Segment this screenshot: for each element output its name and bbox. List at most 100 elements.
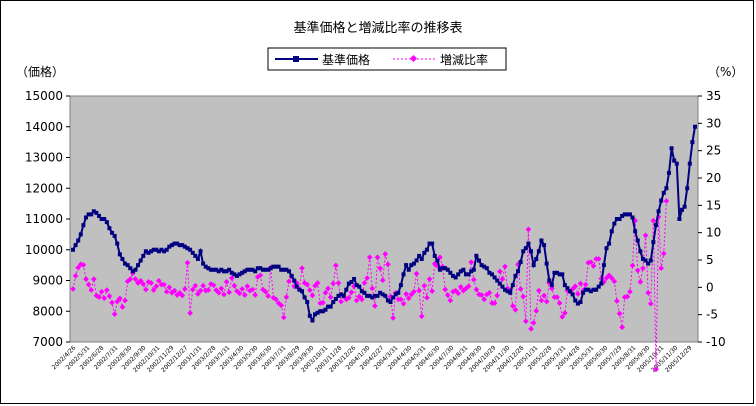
price-point: [659, 198, 664, 203]
price-point: [154, 247, 159, 252]
ratio-point: [119, 304, 126, 310]
ratio-point: [627, 288, 633, 295]
price-point: [346, 281, 351, 286]
ratio-point: [330, 280, 337, 287]
ratio-point: [122, 297, 128, 304]
price-point: [71, 247, 75, 252]
price-point: [78, 232, 83, 237]
price-point: [656, 209, 661, 214]
price-point: [474, 253, 479, 258]
price-point: [547, 278, 552, 283]
price-point: [396, 290, 401, 295]
price-point: [367, 293, 372, 298]
price-point: [328, 304, 333, 309]
ratio-point: [205, 287, 212, 293]
price-point: [333, 296, 338, 301]
price-point: [242, 269, 247, 274]
ratio-point: [442, 286, 448, 293]
price-point: [190, 250, 195, 255]
price-point: [201, 261, 206, 266]
y-right-tick-label: 25: [706, 144, 721, 158]
price-point: [409, 263, 414, 268]
price-point: [175, 241, 180, 246]
price-point: [297, 287, 302, 292]
ratio-point: [171, 287, 178, 294]
price-point: [653, 223, 658, 228]
ratio-point: [197, 287, 204, 294]
price-point: [490, 272, 495, 277]
ratio-point: [398, 296, 404, 303]
price-point: [195, 256, 200, 261]
price-point: [164, 247, 169, 252]
ratio-point: [90, 276, 97, 282]
price-point: [354, 283, 359, 288]
ratio-point: [215, 289, 222, 296]
price-point: [117, 252, 122, 257]
price-point: [466, 272, 471, 277]
price-point: [331, 300, 336, 305]
price-point: [404, 263, 409, 268]
price-point: [578, 300, 583, 305]
price-point: [573, 298, 578, 303]
ratio-point: [72, 273, 79, 279]
ratio-point: [405, 295, 412, 302]
price-point: [562, 283, 567, 288]
chart-title: 基準価格と増減比率の推移表: [293, 20, 462, 36]
price-point: [156, 249, 161, 254]
price-point: [549, 283, 554, 288]
ratio-point: [187, 310, 193, 316]
price-point: [313, 312, 318, 317]
ratio-point: [486, 289, 493, 296]
y-left-tick-label: 13000: [25, 151, 63, 165]
ratio-point: [192, 282, 199, 289]
price-point: [568, 289, 573, 294]
price-point: [326, 304, 331, 309]
price-point: [510, 283, 515, 288]
price-point: [287, 269, 292, 274]
price-point: [495, 278, 500, 283]
y-right-tick-label: 20: [706, 171, 721, 185]
ratio-point: [325, 285, 331, 292]
price-point: [211, 267, 216, 272]
price-point: [357, 284, 362, 289]
ratio-point: [189, 286, 196, 293]
price-point: [276, 264, 281, 269]
price-point: [336, 293, 341, 298]
y-left-tick-label: 9000: [32, 274, 63, 288]
ratio-point: [184, 259, 191, 266]
price-point: [427, 241, 432, 246]
price-point: [219, 267, 224, 272]
price-point: [687, 161, 692, 166]
y-left-tick-label: 15000: [25, 89, 63, 103]
price-point: [476, 258, 481, 263]
price-point: [482, 264, 487, 269]
price-point: [682, 204, 687, 209]
ratio-point: [517, 286, 524, 292]
ratio-point: [137, 277, 144, 284]
ratio-point: [400, 300, 407, 307]
price-point: [266, 267, 271, 272]
price-point: [120, 256, 125, 261]
price-point: [505, 289, 510, 294]
ratio-point: [528, 326, 534, 332]
price-point: [523, 246, 528, 251]
price-point: [172, 241, 177, 246]
y-right-tick-label: 0: [706, 280, 714, 294]
price-point: [206, 266, 211, 271]
price-point: [385, 298, 390, 303]
price-point: [310, 318, 315, 323]
price-point: [583, 287, 588, 292]
price-point: [497, 281, 502, 286]
ratio-point: [320, 299, 326, 306]
price-point: [627, 212, 632, 217]
price-point: [393, 292, 398, 297]
price-point: [349, 280, 354, 285]
price-point: [539, 238, 544, 243]
price-point: [123, 261, 128, 266]
ratio-point: [502, 263, 508, 270]
ratio-point: [265, 293, 272, 299]
ratio-point: [364, 275, 370, 281]
ratio-point: [278, 302, 285, 309]
price-point: [536, 249, 541, 254]
